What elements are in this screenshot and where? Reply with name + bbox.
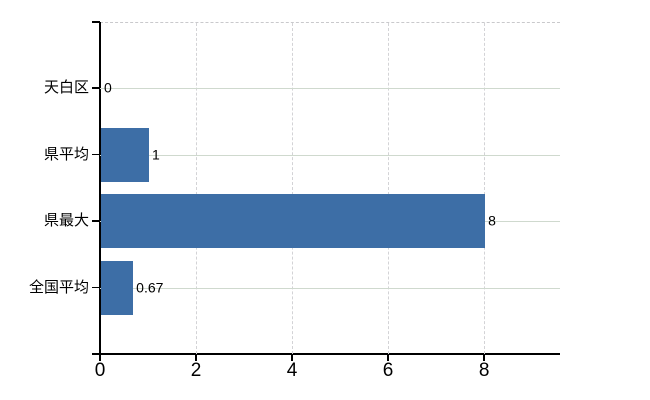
bar (101, 127, 150, 182)
x-gridline (292, 23, 294, 354)
x-tick-mark (99, 355, 101, 361)
y-tick-mark (92, 220, 100, 222)
x-tick-label: 4 (286, 360, 298, 381)
category-label: 県最大 (43, 212, 89, 230)
x-tick-label: 0 (94, 360, 106, 381)
y-tick-mark (92, 153, 100, 156)
x-tick-label: 6 (382, 360, 394, 381)
y-tick-mark (92, 286, 100, 289)
y-gridline (100, 154, 560, 156)
x-gridline (196, 23, 198, 354)
y-tick-mark (92, 353, 100, 355)
category-label: 天白区 (43, 79, 89, 97)
value-label: 1 (152, 146, 160, 163)
value-label: 0.67 (136, 279, 164, 296)
y-gridline (100, 287, 560, 289)
category-label: 県平均 (43, 145, 89, 163)
y-tick-mark (92, 87, 100, 89)
x-tick-mark (291, 355, 294, 361)
x-tick-mark (387, 355, 390, 361)
x-tick-label: 8 (478, 360, 490, 381)
x-tick-mark (195, 355, 198, 361)
y-tick-mark (92, 21, 100, 23)
bar (101, 194, 486, 249)
x-gridline (388, 23, 390, 354)
bar (101, 260, 134, 315)
category-label: 全国平均 (28, 278, 89, 296)
value-label: 0 (104, 79, 112, 96)
value-label: 8 (488, 212, 496, 229)
y-axis-line (99, 22, 101, 354)
x-axis-line (92, 353, 560, 355)
x-tick-label: 2 (190, 360, 202, 381)
y-gridline (100, 88, 560, 90)
plot-top-border (100, 22, 560, 23)
x-tick-mark (483, 355, 486, 361)
x-gridline (484, 23, 486, 354)
